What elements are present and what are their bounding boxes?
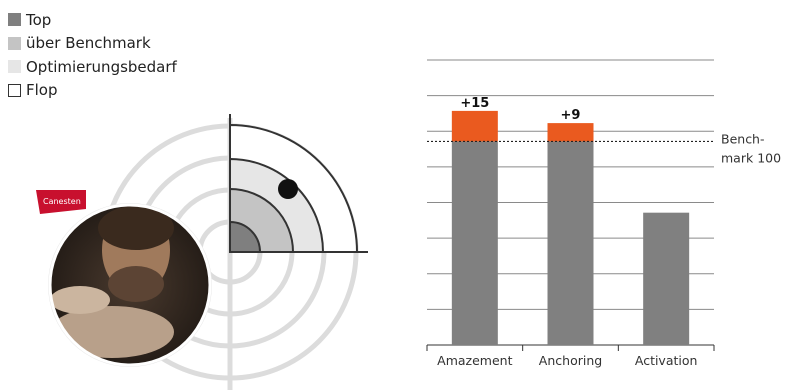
target-result-marker — [278, 179, 298, 199]
legend-label-flop: Flop — [26, 81, 58, 100]
bar-uplift-anchoring — [547, 123, 594, 142]
target-diagram: Canesten — [36, 114, 368, 390]
bar-uplift-amazement — [451, 110, 498, 142]
quadrant-top-zone — [229, 220, 262, 253]
legend-item-above-benchmark: über Benchmark — [8, 32, 177, 56]
legend-swatch-flop — [8, 83, 21, 97]
data-label-anchoring: +9 — [561, 108, 581, 123]
benchmark-label-line1: Bench- — [721, 131, 765, 146]
data-label-amazement: +15 — [460, 96, 489, 111]
legend-item-top: Top — [8, 8, 177, 32]
legend-label-above-benchmark: über Benchmark — [26, 34, 151, 53]
x-tick-label-amazement: Amazement — [437, 353, 512, 368]
legend-swatch-optimization-needed — [8, 60, 21, 74]
chart-labels: +15 Amazement +9 Anchoring Activation Bench-m… — [427, 96, 781, 368]
legend-item-optimization-needed: Optimierungsbedarf — [8, 55, 177, 79]
x-tick-label-activation: Activation — [635, 353, 698, 368]
brand-badge: Canesten — [36, 190, 86, 214]
legend: Top über Benchmark Optimierungsbedarf Fl… — [8, 8, 177, 102]
ad-thumbnail: Canesten — [36, 190, 212, 367]
legend-swatch-top — [8, 13, 21, 27]
brand-badge-text: Canesten — [43, 197, 81, 206]
chart-bars — [451, 110, 690, 345]
bar-base-activation — [643, 212, 690, 345]
legend-label-optimization-needed: Optimierungsbedarf — [26, 57, 177, 76]
bar-base-anchoring — [547, 141, 594, 345]
legend-label-top: Top — [26, 10, 52, 29]
legend-swatch-above-benchmark — [8, 36, 21, 50]
x-tick-label-anchoring: Anchoring — [539, 353, 602, 368]
bar-base-amazement — [451, 141, 498, 345]
benchmark-label-line2: mark 100 — [721, 150, 781, 165]
legend-item-flop: Flop — [8, 79, 177, 103]
target-quadrant — [229, 114, 368, 253]
